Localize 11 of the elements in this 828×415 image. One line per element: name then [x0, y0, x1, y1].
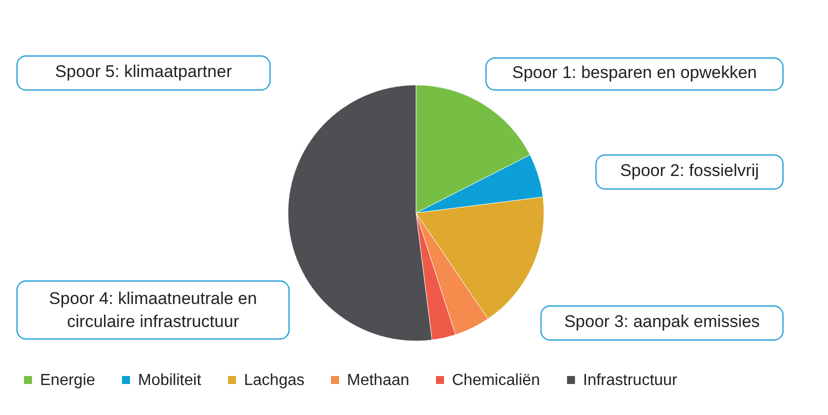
- text: Spoor 4: klimaatneutrale en circulaire infrastructuur: [49, 289, 257, 331]
- legend-label: Mobiliteit: [138, 372, 202, 389]
- legend-label: Energie: [40, 372, 96, 389]
- text: Spoor 2: fossielvrij: [620, 161, 759, 180]
- legend-label: Chemicaliën: [452, 372, 540, 389]
- legend-label: Methaan: [347, 372, 410, 389]
- text: Spoor 5: klimaatpartner: [55, 62, 232, 81]
- text: Spoor 1: besparen en opwekken: [512, 63, 757, 82]
- text: Spoor 3: aanpak emissies: [564, 312, 760, 331]
- legend-label: Infrastructuur: [583, 372, 678, 389]
- legend-label: Lachgas: [244, 372, 304, 389]
